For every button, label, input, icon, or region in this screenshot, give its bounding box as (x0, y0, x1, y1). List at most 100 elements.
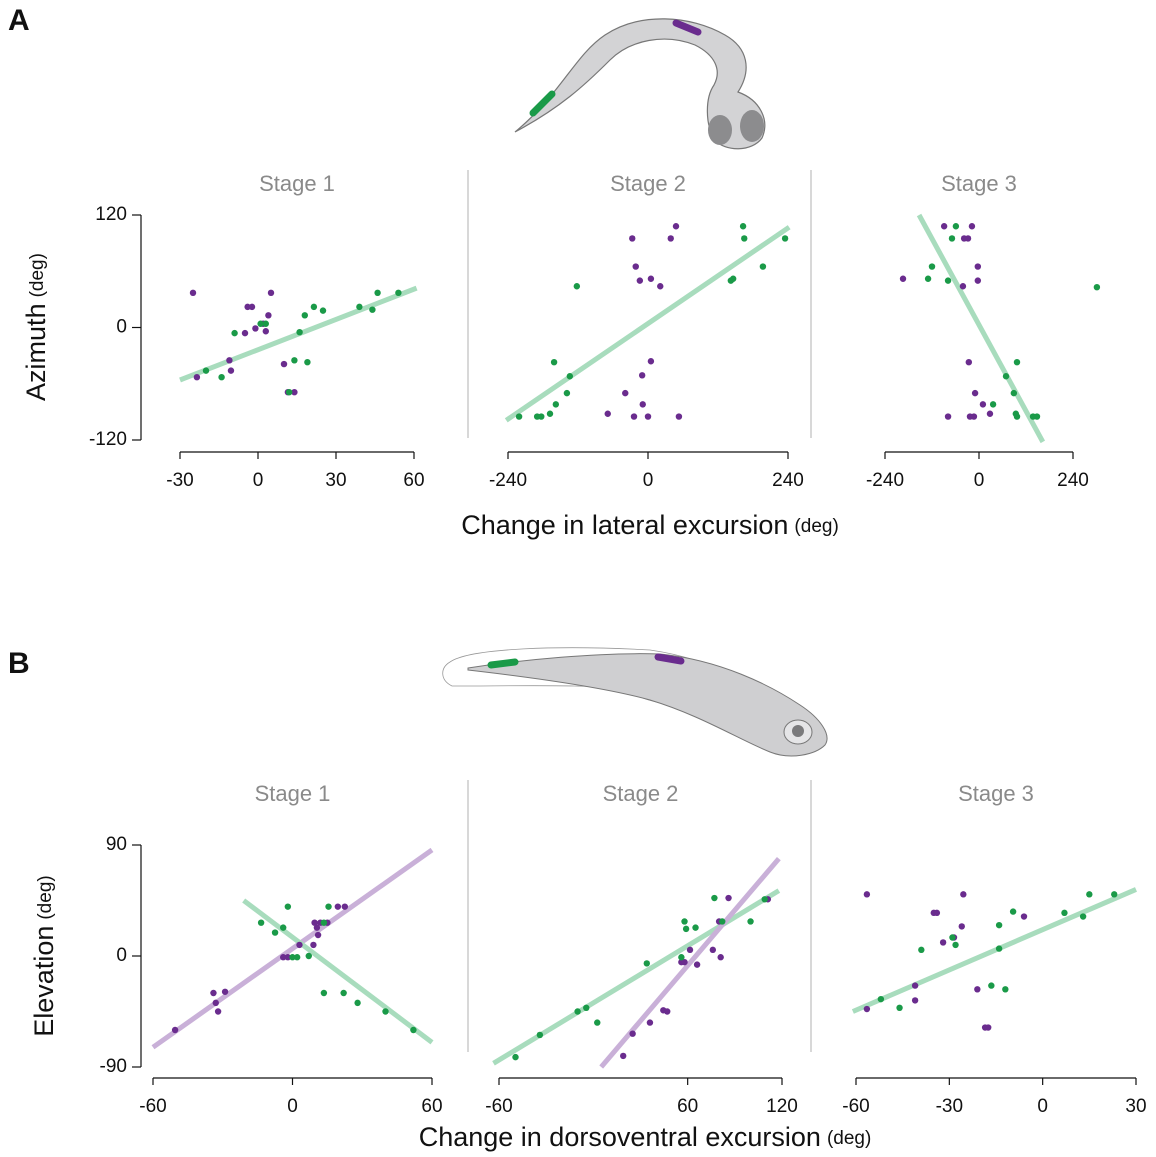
y-tick-label: 0 (116, 945, 127, 966)
scatter-point (286, 388, 293, 396)
panel-title: Stage 2 (610, 171, 686, 196)
scatter-point (719, 918, 726, 925)
scatter-point (202, 367, 210, 374)
scatter-point (573, 283, 581, 290)
x-tick-label: -60 (485, 1096, 512, 1117)
scatter-point (725, 894, 732, 902)
scatter-point (944, 277, 952, 284)
scatter-point (248, 303, 256, 311)
scatter-point (356, 303, 363, 311)
scatter-point (630, 413, 638, 420)
scatter-point (948, 235, 956, 242)
x-tick-label: 0 (1037, 1096, 1048, 1117)
scatter-point (629, 235, 636, 242)
scatter-point (896, 1004, 903, 1011)
scatter-point (296, 941, 303, 949)
fit-line (851, 887, 1137, 1014)
scatter-point (1013, 413, 1021, 420)
scatter-point (310, 303, 318, 311)
scatter-point (1002, 373, 1010, 380)
scatter-point (899, 275, 907, 282)
x-tick-label: -240 (489, 470, 527, 491)
scatter-point (949, 934, 956, 941)
scatter-point (1093, 283, 1101, 291)
scatter-point (863, 891, 871, 898)
scatter-point (280, 954, 287, 961)
scatter-point (319, 307, 327, 314)
scatter-point (974, 277, 982, 284)
y-label: Elevation (29, 926, 59, 1037)
scatter-point (305, 952, 312, 960)
scatter-point (747, 918, 754, 925)
scatter-point (863, 1005, 871, 1013)
scatter-point (171, 1026, 179, 1034)
x-tick-label: 0 (974, 470, 985, 491)
x-tick-label: -240 (866, 470, 904, 491)
scatter-point (974, 263, 982, 270)
scatter-point (928, 263, 936, 270)
scatter-point (682, 925, 690, 933)
scatter-point (681, 958, 688, 966)
x-label: Change in dorsoventral excursion (419, 1122, 821, 1152)
x-tick-label: 240 (772, 470, 804, 491)
x-tick-label: 60 (421, 1096, 442, 1117)
scatter-point (1086, 891, 1093, 898)
scatter-point (533, 413, 541, 420)
y-tick-label: 90 (106, 834, 127, 855)
scatter-point (1002, 986, 1009, 993)
scatter-point (271, 929, 279, 936)
scatter-point (320, 989, 328, 997)
scatter-point (644, 413, 652, 420)
scatter-point (974, 986, 981, 993)
scatter-point (622, 389, 629, 397)
scatter-point (638, 372, 646, 379)
panel-title: Stage 1 (255, 781, 331, 806)
y-tick-label: 120 (95, 204, 127, 225)
x-tick-label: 30 (325, 470, 346, 491)
scatter-point (314, 931, 322, 939)
scatter-point (284, 903, 292, 910)
scatter-point (646, 1019, 654, 1026)
scatter-point (686, 946, 694, 954)
scatter-point (727, 277, 735, 284)
scatter-point (515, 413, 523, 420)
y-label: Azimuth (21, 303, 51, 401)
scatter-point (629, 1030, 636, 1037)
scatter-point (1111, 891, 1118, 898)
scatter-point (320, 919, 328, 926)
scatter-point (944, 413, 952, 420)
scatter-point (979, 401, 987, 408)
scatter-point (594, 1019, 601, 1026)
scatter-point (563, 389, 571, 397)
scatter-point (291, 388, 298, 396)
scatter-point (1079, 913, 1087, 920)
panel-title: Stage 2 (603, 781, 679, 806)
scatter-point (313, 924, 321, 931)
y-unit: (deg) (27, 253, 48, 297)
scatter-point (672, 223, 680, 230)
scatter-point (536, 1031, 544, 1039)
scatter-point (639, 401, 646, 408)
scatter-point (970, 413, 978, 420)
scatter-point (227, 367, 235, 374)
scatter-point (678, 954, 685, 961)
x-unit: (deg) (794, 516, 838, 537)
scatter-point (325, 903, 332, 910)
scatter-point (952, 223, 960, 230)
scatter-point (257, 320, 264, 327)
panel-label: A (8, 4, 30, 37)
scatter-point (1009, 908, 1017, 915)
scatter-point (262, 328, 269, 335)
scatter-point (964, 235, 972, 242)
scatter-point (252, 325, 259, 332)
scatter-point (657, 283, 664, 290)
scatter-point (293, 954, 301, 961)
scatter-point (231, 329, 238, 337)
scatter-point (960, 891, 967, 898)
scatter-point (289, 954, 296, 961)
scatter-point (989, 401, 997, 408)
scatter-point (241, 329, 249, 337)
scatter-point (664, 1008, 671, 1015)
y-tick-label: -90 (100, 1056, 127, 1077)
scatter-point (1013, 358, 1021, 366)
